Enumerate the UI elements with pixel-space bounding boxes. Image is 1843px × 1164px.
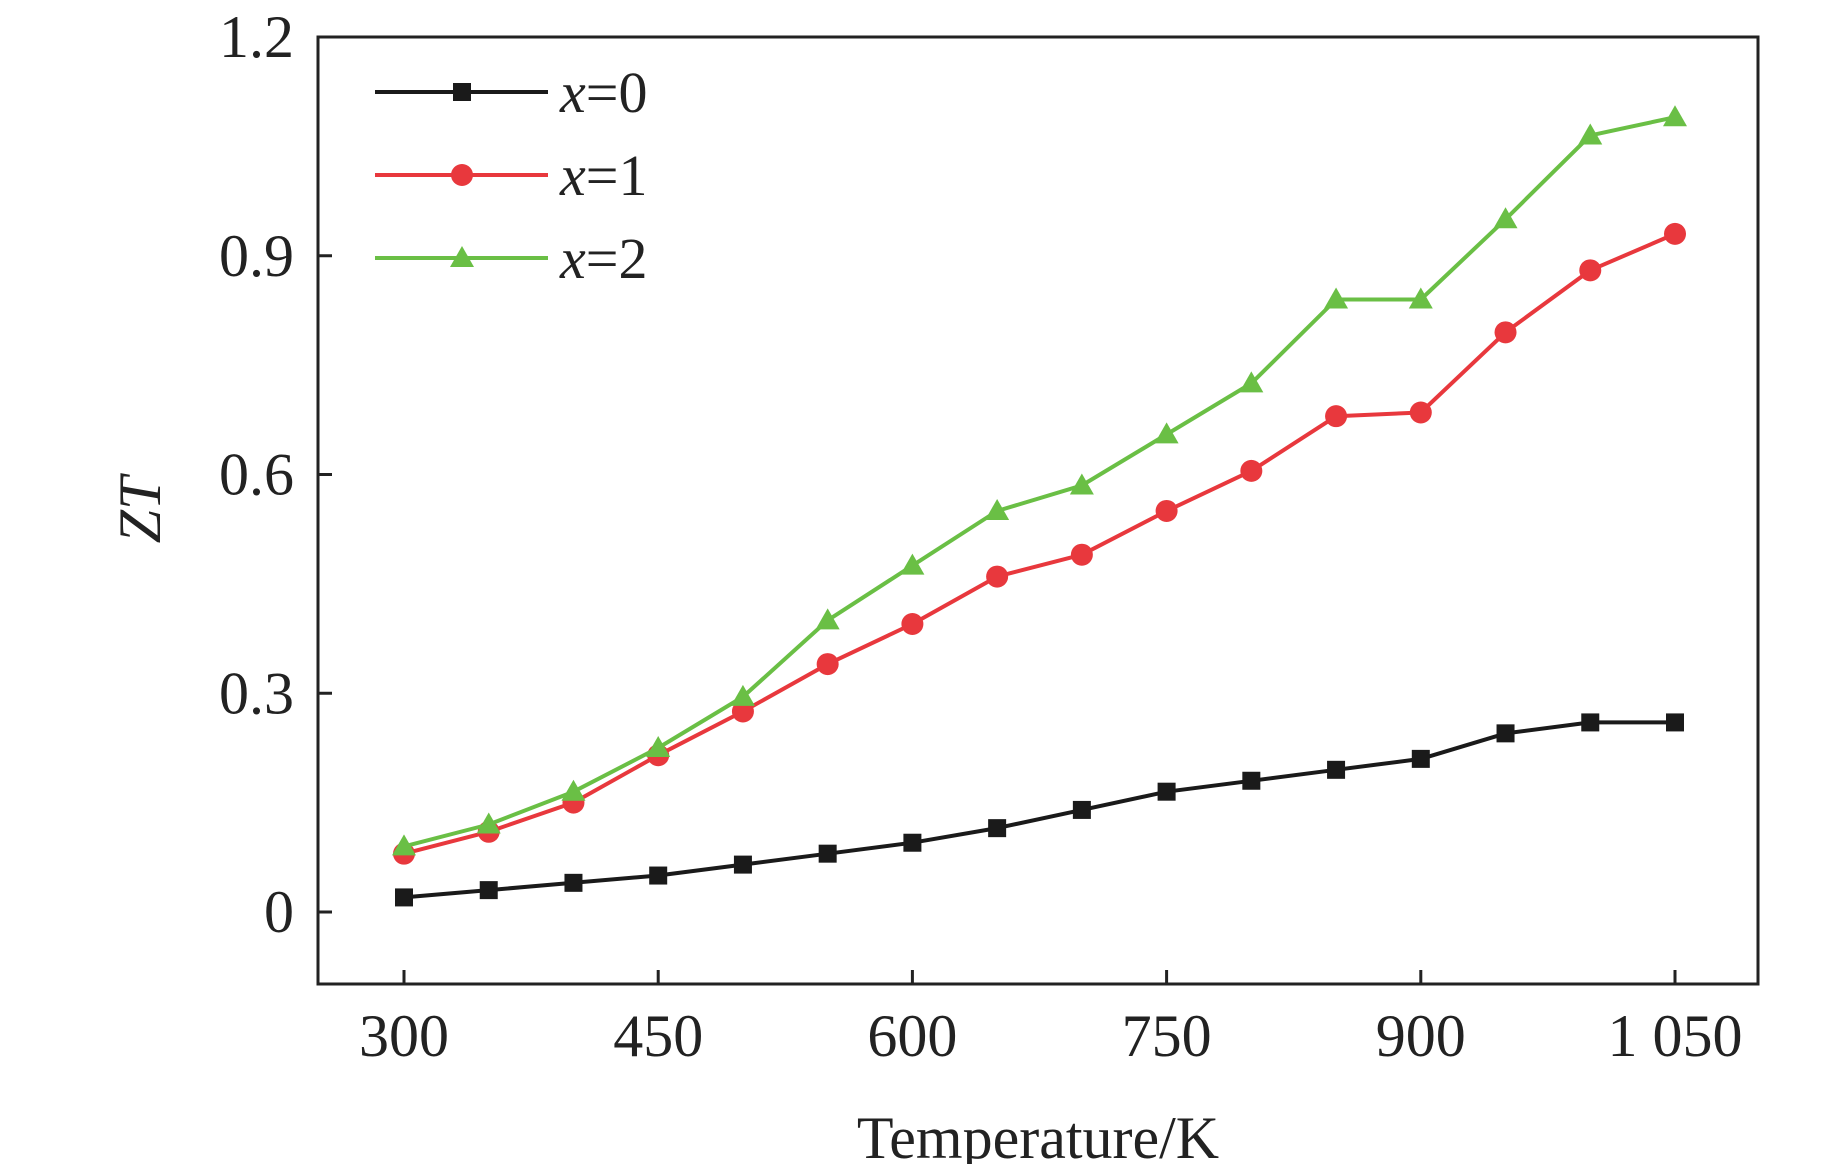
data-point [561,779,586,801]
data-point [1494,321,1517,344]
legend-label: x=2 [559,226,647,291]
series-eq0 [395,713,1684,907]
data-point [733,855,752,874]
series-layer [392,105,1687,907]
x-tick-label: 450 [613,1003,703,1069]
data-point [1327,760,1346,779]
data-point [1496,724,1515,743]
data-point [395,888,413,907]
legend-item: x=1 [375,143,647,208]
data-point [476,812,501,834]
legend-item: x=0 [375,60,647,125]
data-point [1239,371,1264,393]
data-point [1579,259,1602,282]
data-point [730,684,755,706]
series-line [403,720,1675,900]
x-tick-label: 1 050 [1608,1003,1743,1069]
data-point [564,873,583,892]
data-point [479,881,498,900]
x-tick-label: 600 [867,1003,957,1069]
legend-var: x [559,143,586,208]
data-point [1242,771,1261,790]
data-point [1493,207,1518,229]
data-point [816,653,839,676]
data-point [1581,713,1600,732]
legend-marker [451,164,473,186]
data-point [988,819,1007,838]
legend: x=0x=1x=2 [375,60,647,291]
data-point [1324,287,1349,309]
series-line [403,232,1676,856]
data-point [985,498,1010,520]
data-point [1666,713,1684,732]
data-point [900,553,925,575]
legend-value: =2 [586,226,648,291]
legend-item: x=2 [375,226,647,291]
legend-marker [453,83,471,101]
data-point [1155,499,1178,522]
legend-value: =1 [586,143,648,208]
series-line [403,115,1676,849]
data-point [1072,800,1091,819]
data-point [1157,782,1176,801]
x-tick-label: 900 [1376,1003,1466,1069]
data-point [392,834,416,856]
x-axis-label: Temperature/K [857,1105,1219,1164]
y-axis-label: ZT [107,473,173,543]
data-point [1409,401,1432,424]
data-point [1408,287,1433,309]
data-point [1069,473,1094,495]
data-point [818,844,837,863]
y-tick-label: 0.9 [219,223,294,289]
data-point [1240,459,1263,482]
data-point [649,866,668,885]
data-point [1578,123,1603,145]
x-tick-label: 750 [1122,1003,1212,1069]
legend-var: x [559,226,586,291]
x-tick-label: 300 [359,1003,449,1069]
legend-marker [450,246,474,267]
data-point [815,608,840,630]
x-axis-ticks: 300 450 600 750 900 1 050 [359,970,1743,1069]
legend-label: x=1 [559,143,647,208]
data-point [901,612,924,635]
series-eq1 [393,222,1686,865]
data-point [903,833,922,852]
data-point [1411,749,1430,768]
data-point [986,565,1009,588]
y-tick-label: 1.2 [219,4,294,70]
data-point [1070,543,1093,566]
data-point [1664,222,1686,245]
data-point [1325,405,1348,428]
plot-frame [316,35,1760,986]
legend-label: x=0 [559,60,647,125]
data-point [1154,422,1179,444]
series-eq2 [392,105,1687,856]
y-axis-ticks: 0 0.3 0.6 0.9 1.2 [219,4,332,945]
legend-var: x [559,60,586,125]
data-point [731,700,754,723]
data-point [646,735,671,757]
legend-value: =0 [586,60,648,125]
y-tick-label: 0 [264,879,294,945]
y-tick-label: 0.6 [219,442,294,508]
data-point [1663,105,1687,127]
y-tick-label: 0.3 [219,660,294,726]
